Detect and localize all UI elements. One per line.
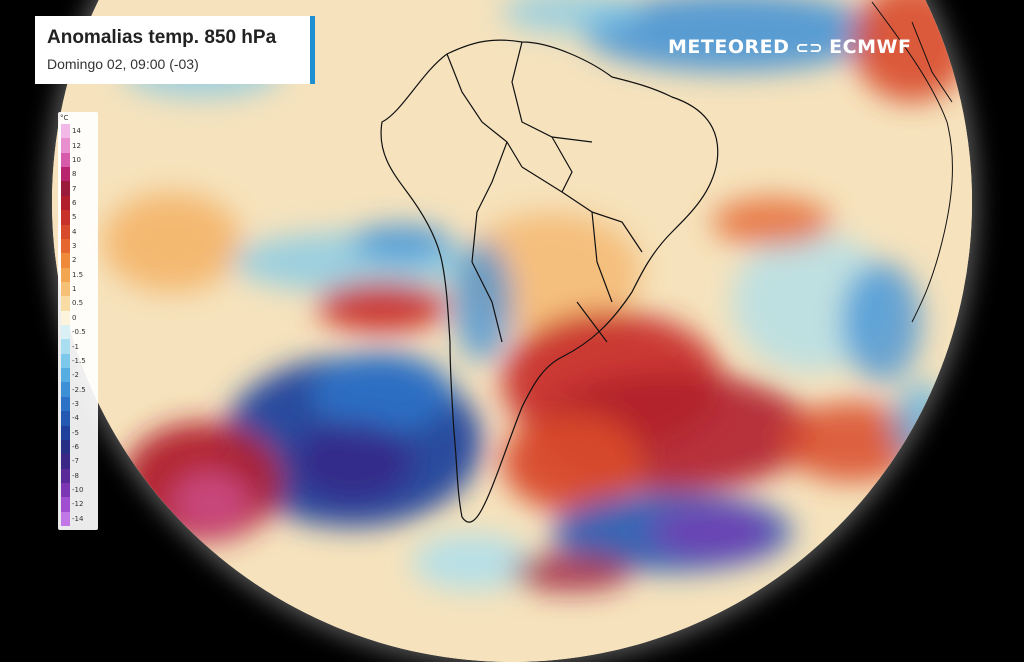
legend-swatch	[61, 325, 70, 340]
ecmwf-logo-text: ECMWF	[829, 36, 912, 58]
legend-label: -6	[72, 443, 79, 452]
legend-swatch	[61, 396, 70, 412]
legend-label: 5	[72, 213, 77, 222]
legend-swatch	[61, 224, 70, 240]
legend-swatch	[61, 281, 70, 297]
legend-swatch	[61, 353, 70, 369]
legend-label: -10	[72, 486, 84, 495]
legend-swatch	[61, 310, 70, 326]
legend-swatch	[61, 368, 70, 383]
country-borders	[380, 39, 719, 523]
legend-swatch	[61, 454, 70, 470]
legend-label: -12	[72, 500, 84, 509]
legend-label: 10	[72, 155, 81, 164]
legend-swatch	[61, 210, 70, 225]
globe-map	[52, 0, 972, 662]
legend-label: 14	[72, 127, 81, 136]
legend-swatch	[61, 339, 70, 355]
legend-label: 2	[72, 256, 77, 265]
ecmwf-logo-icon: ⊂⊃	[795, 37, 824, 57]
legend-label: 8	[72, 170, 77, 179]
legend-swatch	[61, 195, 70, 211]
legend-label: -7	[72, 457, 79, 466]
legend-swatch	[61, 497, 70, 513]
legend-label: 12	[72, 141, 81, 150]
legend-label: 1.5	[72, 270, 84, 279]
legend-swatch	[61, 138, 70, 154]
legend-swatch	[61, 382, 70, 398]
legend-color-bar	[61, 124, 70, 527]
legend-labels: 14 12 10 8 7 6 5 4 3 2 1.5 1 0.5 0 -0.5 -1 -1.5 -2 -2.5 -3 -…	[72, 124, 96, 526]
legend-label: -1.5	[72, 356, 86, 365]
legend-swatch	[61, 482, 70, 498]
meteored-logo-text: METEORED	[668, 36, 790, 58]
legend-swatch	[61, 152, 70, 168]
legend-swatch	[61, 124, 70, 139]
legend-swatch	[61, 238, 70, 254]
map-title-box: Anomalias temp. 850 hPa Domingo 02, 09:0…	[35, 16, 315, 84]
legend-swatch	[61, 411, 70, 426]
legend-unit: °C	[60, 114, 69, 122]
legend-label: -8	[72, 471, 79, 480]
legend-label: 0	[72, 313, 77, 322]
provider-logo: METEORED ⊂⊃ ECMWF	[668, 36, 911, 58]
legend-swatch	[61, 439, 70, 455]
legend-label: 0.5	[72, 299, 84, 308]
color-legend: °C 14 12 10 8 7 6 5 4 3 2 1.5 1 0.5 0 -0.5 -1 -1.5 -2 -2.5…	[58, 112, 98, 530]
legend-label: 3	[72, 242, 77, 251]
legend-swatch	[61, 296, 70, 312]
legend-label: 7	[72, 184, 77, 193]
africa-coastline	[871, 1, 953, 323]
legend-swatch	[61, 511, 70, 527]
legend-swatch	[61, 468, 70, 484]
legend-label: -4	[72, 414, 79, 423]
map-subtitle: Domingo 02, 09:00 (-03)	[47, 56, 199, 72]
legend-label: -1	[72, 342, 79, 351]
temperature-anomaly-map	[52, 0, 972, 662]
legend-label: -2.5	[72, 385, 86, 394]
legend-label: -0.5	[72, 328, 86, 337]
legend-label: 1	[72, 285, 77, 294]
legend-label: 6	[72, 198, 77, 207]
legend-label: -14	[72, 514, 84, 523]
legend-label: -3	[72, 399, 79, 408]
anomaly-field	[102, 0, 972, 592]
legend-swatch	[61, 425, 70, 441]
legend-swatch	[61, 253, 70, 269]
legend-label: -5	[72, 428, 79, 437]
map-title: Anomalias temp. 850 hPa	[47, 27, 277, 48]
legend-swatch	[61, 181, 70, 197]
legend-label: 4	[72, 227, 77, 236]
legend-swatch	[61, 167, 70, 182]
legend-label: -2	[72, 371, 79, 380]
legend-swatch	[61, 267, 70, 283]
